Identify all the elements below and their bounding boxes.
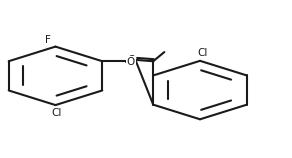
Text: F: F	[45, 35, 51, 45]
Text: Cl: Cl	[51, 108, 62, 118]
Text: O: O	[127, 55, 135, 65]
Text: Cl: Cl	[197, 48, 208, 58]
Text: O: O	[127, 57, 135, 67]
